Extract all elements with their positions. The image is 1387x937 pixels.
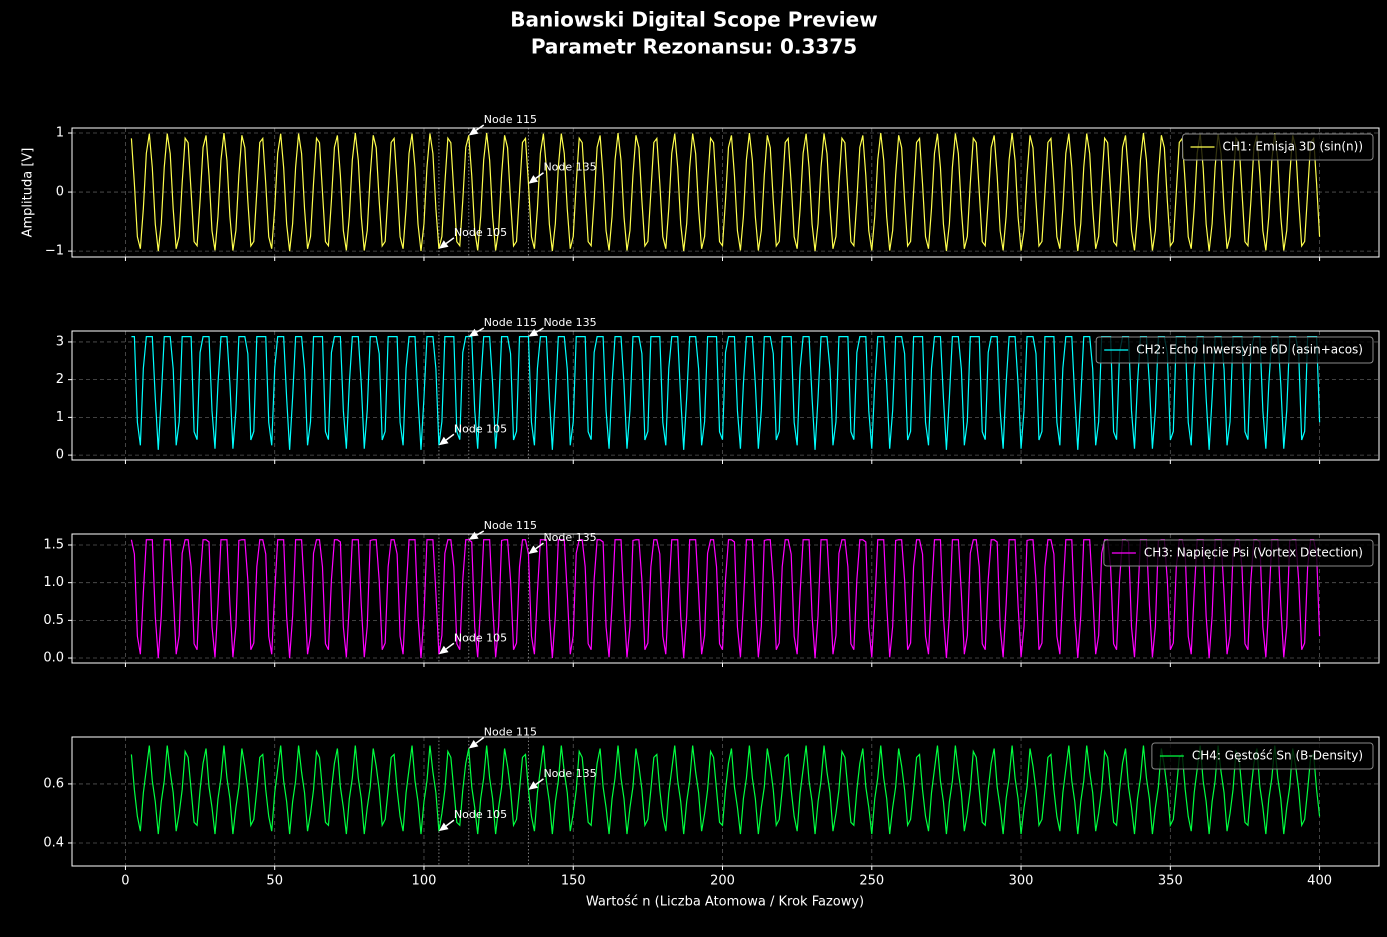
annotation-label: Node 105 <box>454 808 507 821</box>
x-tick-label: 350 <box>1158 874 1183 889</box>
x-tick-label: 100 <box>412 874 437 889</box>
annotation-arrowhead <box>438 822 449 832</box>
x-tick-label: 150 <box>561 874 586 889</box>
y-axis-label: Amplituda [V] <box>21 148 36 238</box>
y-tick-label: 1.5 <box>43 538 64 553</box>
annotation-arrowhead <box>438 645 449 655</box>
x-axis-label: Wartość n (Liczba Atomowa / Krok Fazowy) <box>586 895 864 910</box>
annotation-arrow <box>535 542 544 550</box>
legend-label: CH1: Emisja 3D (sin(n)) <box>1223 140 1363 154</box>
annotation-arrow <box>535 778 544 786</box>
annotation-arrow <box>476 327 485 333</box>
annotation-label: Node 135 <box>543 316 596 329</box>
annotation-label: Node 105 <box>454 631 507 644</box>
x-tick-label: 400 <box>1307 874 1332 889</box>
annotation-arrow <box>445 433 455 441</box>
annotation-arrowhead <box>468 531 479 540</box>
annotation-label: Node 105 <box>454 422 507 435</box>
legend-box <box>1095 336 1374 364</box>
annotation-arrowhead <box>438 436 449 446</box>
y-tick-label: 0.5 <box>43 613 64 628</box>
chart-title: Baniowski Digital Scope Preview <box>510 8 877 32</box>
annotation-label: Node 115 <box>484 316 537 329</box>
plot-frame <box>71 330 1380 461</box>
y-tick-label: 2 <box>56 372 64 387</box>
x-tick-label: 250 <box>859 874 884 889</box>
y-tick-label: 0.6 <box>43 776 64 791</box>
plot-frame <box>71 736 1380 867</box>
annotation-label: Node 105 <box>454 226 507 239</box>
y-tick-label: 0.0 <box>43 651 64 666</box>
legend-box <box>1182 133 1374 161</box>
x-tick-label: 300 <box>1009 874 1034 889</box>
plot-frame <box>71 533 1380 664</box>
annotation-arrow <box>535 172 544 180</box>
series-line <box>130 745 1321 835</box>
x-tick-label: 200 <box>710 874 735 889</box>
y-tick-label: 1 <box>56 410 64 425</box>
annotation-label: Node 135 <box>543 161 596 174</box>
legend: CH3: Napięcie Psi (Vortex Detection) <box>1103 539 1374 567</box>
annotation-arrow <box>475 124 485 131</box>
x-tick-label: 50 <box>266 874 283 889</box>
annotation-arrow <box>475 736 485 744</box>
annotation-arrowhead <box>468 739 479 749</box>
annotation-arrow <box>445 819 455 827</box>
annotation-label: Node 115 <box>484 519 537 532</box>
annotation-label: Node 135 <box>543 767 596 780</box>
annotation-arrowhead <box>468 127 479 136</box>
y-tick-label: −1 <box>45 244 64 259</box>
annotation-arrowhead <box>528 545 539 555</box>
y-tick-label: 0.4 <box>43 835 64 850</box>
annotation-label: Node 135 <box>543 531 596 544</box>
x-tick-label: 0 <box>121 874 129 889</box>
series-line <box>130 132 1321 252</box>
annotation-label: Node 115 <box>484 113 537 126</box>
annotation-arrowhead <box>468 328 479 337</box>
plot-frame <box>71 127 1380 258</box>
legend-box <box>1151 742 1374 770</box>
chart-subtitle: Parametr Rezonansu: 0.3375 <box>531 35 857 59</box>
y-tick-label: 1 <box>56 126 64 141</box>
legend: CH1: Emisja 3D (sin(n)) <box>1182 133 1374 161</box>
y-tick-label: 3 <box>56 334 64 349</box>
annotation-label: Node 115 <box>484 726 537 739</box>
legend-label: CH4: Gęstość Sn (B-Density) <box>1192 749 1363 763</box>
y-tick-label: 1.0 <box>43 575 64 590</box>
legend-label: CH3: Napięcie Psi (Vortex Detection) <box>1144 546 1363 560</box>
annotation-arrow <box>476 530 485 536</box>
annotation-arrow <box>535 327 544 333</box>
annotation-arrowhead <box>528 781 539 790</box>
legend-box <box>1103 539 1374 567</box>
legend: CH2: Echo Inwersyjne 6D (asin+acos) <box>1095 336 1374 364</box>
annotation-arrowhead <box>528 328 539 337</box>
y-tick-label: 0 <box>56 448 64 463</box>
legend: CH4: Gęstość Sn (B-Density) <box>1151 742 1374 770</box>
y-tick-label: 0 <box>56 185 64 200</box>
annotation-arrow <box>445 642 455 650</box>
annotation-arrowhead <box>528 175 539 184</box>
annotation-arrow <box>445 237 455 245</box>
legend-label: CH2: Echo Inwersyjne 6D (asin+acos) <box>1136 343 1363 357</box>
annotation-arrowhead <box>438 240 449 249</box>
